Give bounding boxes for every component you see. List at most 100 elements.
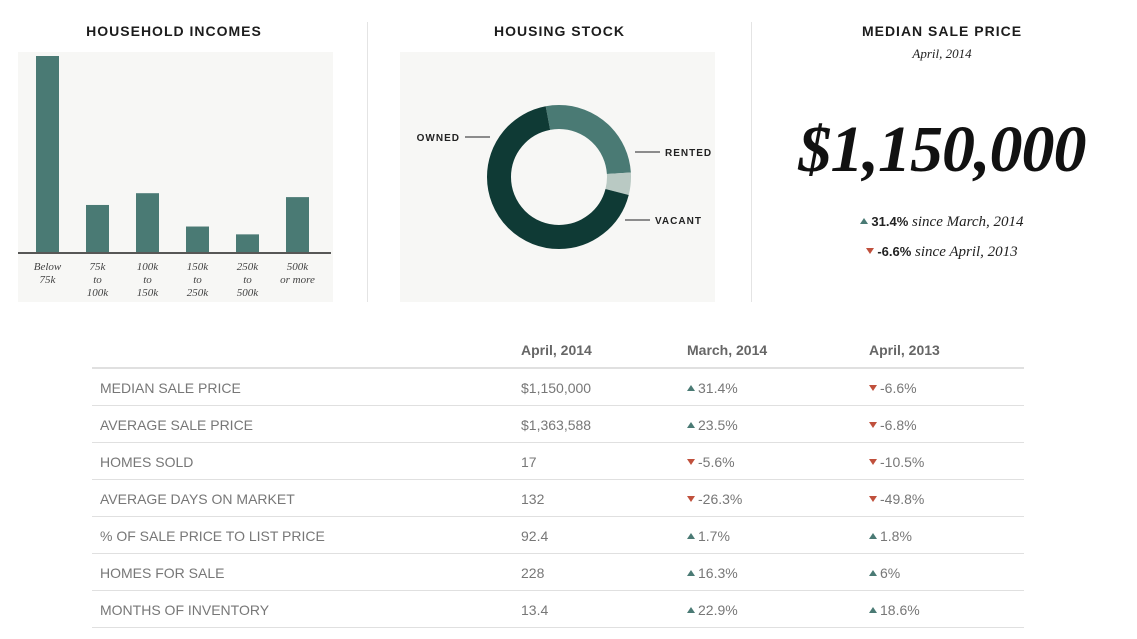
income-bar (186, 226, 209, 252)
table-row: % OF SALE PRICE TO LIST PRICE 92.4 1.7% 1.8… (92, 517, 1024, 554)
median-price: $1,150,000 (798, 113, 1087, 186)
row-vs-month: 22.9% (687, 602, 738, 618)
header-previous-year: April, 2013 (869, 342, 940, 358)
divider-right (751, 22, 752, 302)
up-arrow-icon (687, 422, 695, 428)
row-label: AVERAGE DAYS ON MARKET (100, 491, 295, 507)
row-vs-year-value: 1.8% (880, 528, 912, 544)
row-current: $1,363,588 (521, 417, 592, 433)
row-current: 132 (521, 491, 545, 507)
row-vs-month-value: 1.7% (698, 528, 730, 544)
up-arrow-icon (687, 385, 695, 391)
row-current: 228 (521, 565, 545, 581)
row-vs-year: -6.8% (869, 417, 917, 433)
down-arrow-icon (869, 496, 877, 502)
median-date: April, 2014 (912, 46, 972, 61)
median-change-month-value: 31.4% (871, 214, 909, 229)
donut-label: RENTED (665, 148, 712, 159)
row-vs-year-value: -10.5% (880, 454, 925, 470)
down-arrow-icon (687, 496, 695, 502)
income-chart-bg (18, 52, 333, 302)
income-bar (136, 193, 159, 252)
income-bar (86, 204, 109, 252)
row-vs-month: 16.3% (687, 565, 738, 581)
income-category-label: 250k to 500k (237, 261, 260, 299)
header-previous-month: March, 2014 (687, 342, 768, 358)
up-arrow-icon (687, 570, 695, 576)
table-header: April, 2014 March, 2014 April, 2013 (92, 330, 1024, 369)
row-vs-year-value: 6% (880, 565, 901, 581)
row-label: AVERAGE SALE PRICE (100, 417, 254, 433)
down-arrow-icon (869, 422, 877, 428)
row-vs-year-value: -6.6% (880, 380, 917, 396)
row-vs-month-value: 16.3% (698, 565, 738, 581)
row-current: 17 (521, 454, 537, 470)
income-category-label: 150k to 250k (187, 261, 210, 299)
row-vs-year: -10.5% (869, 454, 924, 470)
row-vs-year: 18.6% (869, 602, 920, 618)
median-change-year-value: -6.6% (877, 244, 912, 259)
donut-slice-rented (487, 105, 631, 249)
up-arrow-icon (860, 218, 869, 224)
table-row: MEDIAN SALE PRICE $1,150,000 31.4% -6.6% (92, 369, 1024, 406)
row-vs-year: 6% (869, 565, 900, 581)
stats-table: April, 2014 March, 2014 April, 2013 MEDI… (92, 330, 1024, 628)
row-current: 92.4 (521, 528, 549, 544)
row-label: HOMES SOLD (100, 454, 194, 470)
down-arrow-icon (869, 459, 877, 465)
row-vs-month: 31.4% (687, 380, 738, 396)
median-change-year: -6.6% since April, 2013 (752, 244, 1132, 261)
table-body: MEDIAN SALE PRICE $1,150,000 31.4% -6.6% AVE… (92, 369, 1024, 628)
table-row: HOMES FOR SALE 228 16.3% 6% (92, 554, 1024, 591)
income-title: HOUSEHOLD INCOMES (86, 23, 262, 39)
row-label: MEDIAN SALE PRICE (100, 380, 241, 396)
row-vs-year-value: -49.8% (880, 491, 925, 507)
row-vs-month-value: 23.5% (698, 417, 738, 433)
row-label: HOMES FOR SALE (100, 565, 225, 581)
up-arrow-icon (687, 607, 695, 613)
income-bar-chart: Below 75k 75k to 100k 100k to 150k 150k to 250k 250… (18, 52, 333, 302)
donut-slice-owned (487, 105, 631, 249)
divider-left (367, 22, 368, 302)
row-vs-year: 1.8% (869, 528, 912, 544)
row-label: MONTHS OF INVENTORY (100, 602, 270, 618)
up-arrow-icon (869, 607, 877, 613)
down-arrow-icon (869, 385, 877, 391)
income-bar (286, 197, 309, 252)
income-bar (36, 56, 59, 252)
row-vs-month-value: 22.9% (698, 602, 738, 618)
income-bar (236, 234, 259, 252)
up-arrow-icon (869, 533, 877, 539)
up-arrow-icon (869, 570, 877, 576)
row-vs-month: -5.6% (687, 454, 735, 470)
table-row: AVERAGE DAYS ON MARKET 132 -26.3% -49.8% (92, 480, 1024, 517)
row-vs-month: -26.3% (687, 491, 742, 507)
up-arrow-icon (687, 533, 695, 539)
down-arrow-icon (687, 459, 695, 465)
row-vs-year-value: 18.6% (880, 602, 920, 618)
donut-label: VACANT (655, 216, 702, 227)
median-change-year-text: since April, 2013 (911, 244, 1018, 260)
row-label: % OF SALE PRICE TO LIST PRICE (100, 528, 325, 544)
down-arrow-icon (866, 248, 875, 254)
row-vs-month-value: -5.6% (698, 454, 735, 470)
median-change-month-text: since March, 2014 (908, 214, 1024, 230)
row-vs-year: -49.8% (869, 491, 924, 507)
income-category-label: 500k or more (280, 261, 315, 286)
housing-title: HOUSING STOCK (494, 23, 625, 39)
row-vs-month: 23.5% (687, 417, 738, 433)
donut-slice-vacant (487, 105, 631, 249)
table-row: HOMES SOLD 17 -5.6% -10.5% (92, 443, 1024, 480)
row-current: 13.4 (521, 602, 549, 618)
income-category-label: 75k to 100k (87, 261, 110, 299)
housing-donut-chart: OWNED RENTED VACANT (400, 52, 715, 302)
median-title: MEDIAN SALE PRICE (861, 23, 1023, 39)
median-change-month: 31.4% since March, 2014 (752, 214, 1132, 231)
donut-label: OWNED (417, 133, 460, 144)
row-vs-year: -6.6% (869, 380, 917, 396)
row-vs-month-value: -26.3% (698, 491, 743, 507)
row-vs-month: 1.7% (687, 528, 730, 544)
row-vs-month-value: 31.4% (698, 380, 738, 396)
header-current: April, 2014 (521, 342, 592, 358)
housing-chart-bg (400, 52, 715, 302)
